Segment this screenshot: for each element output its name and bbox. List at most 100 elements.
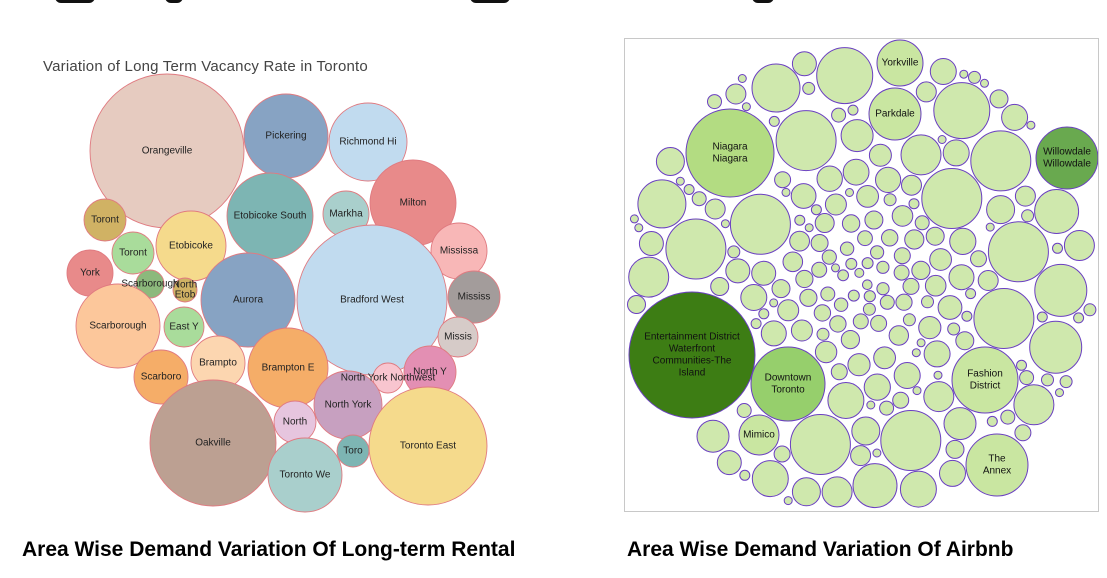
airbnb-bubble (740, 284, 768, 311)
airbnb-bubble (989, 89, 1009, 109)
airbnb-named-bubble-3 (1035, 126, 1098, 190)
airbnb-bubble (986, 415, 998, 427)
airbnb-named-bubble-6 (951, 346, 1019, 414)
airbnb-bubble (845, 257, 858, 270)
airbnb-bubble (955, 331, 975, 351)
airbnb-bubble (933, 370, 943, 380)
airbnb-bubble (710, 277, 730, 296)
airbnb-bubble (916, 338, 926, 348)
airbnb-bubble (947, 322, 961, 336)
airbnb-bubble (924, 274, 947, 297)
airbnb-bubble (857, 230, 873, 247)
airbnb-bubble (939, 459, 966, 487)
airbnb-bubble (880, 410, 942, 471)
bubble-6 (83, 198, 127, 242)
airbnb-bubble (751, 460, 789, 498)
airbnb-bubble (901, 174, 922, 196)
airbnb-bubble (912, 386, 922, 396)
airbnb-bubble (758, 308, 770, 320)
airbnb-bubble (820, 286, 836, 302)
bubble-2 (328, 102, 408, 182)
bubble-label-1: Pickering (265, 131, 306, 142)
airbnb-bubble (729, 193, 791, 255)
airbnb-bubble-label-5-1: Toronto (771, 385, 805, 396)
airbnb-bubble (900, 134, 942, 176)
bubble-label-4: Markha (329, 209, 363, 220)
airbnb-bubble-label-4-3: Island (679, 368, 706, 379)
airbnb-bubble (1000, 409, 1016, 425)
airbnb-bubble (1019, 370, 1035, 386)
airbnb-bubble (727, 245, 741, 259)
bubble-label-2: Richmond Hi (339, 137, 396, 148)
airbnb-bubble (893, 264, 910, 281)
airbnb-bubble (980, 78, 989, 88)
airbnb-bubble (1052, 242, 1063, 254)
airbnb-bubble (1014, 185, 1036, 207)
airbnb-bubble-label-6-0: Fashion (967, 369, 1003, 380)
airbnb-bubble (790, 319, 813, 342)
airbnb-bubble (1036, 311, 1048, 323)
airbnb-bubble (813, 304, 832, 322)
airbnb-bubble-label-8-1: Annex (983, 466, 1011, 477)
airbnb-bubble (628, 256, 670, 298)
airbnb-bubble (810, 234, 829, 252)
airbnb-bubble (716, 450, 742, 476)
bubble-21 (133, 349, 189, 405)
airbnb-bubble-label-8-0: The (988, 454, 1006, 465)
airbnb-bubble (959, 69, 969, 79)
bubble-15 (447, 270, 501, 324)
airbnb-bubble-label-3-0: Willowdale (1043, 147, 1091, 158)
airbnb-bubble-label-4-1: Waterfront (669, 344, 716, 355)
bubble-14 (296, 224, 448, 376)
airbnb-bubble (1034, 263, 1088, 317)
airbnb-bubble (921, 168, 983, 229)
airbnb-bubble (904, 229, 925, 250)
airbnb-bubble (949, 227, 977, 255)
airbnb-bubble (872, 448, 882, 458)
bubble-label-14: Bradford West (340, 295, 404, 306)
airbnb-bubble (883, 193, 897, 207)
airbnb-bubble (1059, 375, 1073, 389)
airbnb-bubble (814, 213, 835, 233)
airbnb-bubble (937, 295, 963, 320)
bubble-12 (172, 277, 198, 303)
bubble-label-27: Toro (343, 446, 363, 457)
airbnb-bubble (821, 476, 853, 508)
airbnb-bubble (814, 340, 838, 364)
airbnb-bubble (850, 445, 872, 467)
bubble-8 (111, 231, 155, 275)
airbnb-bubble (811, 261, 828, 278)
airbnb-bubble (870, 314, 888, 332)
airbnb-bubble (915, 81, 937, 103)
airbnb-bubble (737, 74, 747, 83)
airbnb-bubble (629, 214, 639, 224)
airbnb-bubble (987, 221, 1049, 283)
airbnb-named-bubble-2 (685, 108, 775, 198)
bubble-label-9: Mississa (440, 246, 479, 257)
airbnb-bubble (863, 290, 876, 303)
airbnb-named-bubble-4 (628, 291, 756, 419)
bubble-label-10: York (80, 268, 101, 279)
airbnb-bubble-label-4-2: Communities-The (653, 356, 732, 367)
airbnb-bubble (842, 158, 870, 186)
airbnb-bubble-label-1-0: Parkdale (875, 109, 915, 120)
airbnb-bubble (892, 391, 910, 409)
airbnb-bubble (1021, 209, 1035, 223)
airbnb-bubble (937, 135, 947, 144)
airbnb-bubble (830, 363, 848, 381)
airbnb-bubble (725, 258, 751, 284)
airbnb-bubble (895, 293, 913, 311)
bubble-label-12-1: Etob (175, 290, 196, 301)
airbnb-bubble (627, 295, 646, 314)
airbnb-bubble (870, 245, 885, 260)
airbnb-bubble (918, 316, 942, 340)
bubble-label-5: Milton (400, 198, 427, 209)
airbnb-bubble (929, 58, 957, 85)
airbnb-bubble-label-0-0: Yorkville (882, 58, 919, 69)
bubble-18 (437, 316, 479, 358)
airbnb-bubble-label-6-1: District (970, 381, 1001, 392)
airbnb-bubble (908, 198, 920, 210)
left-chart-title: Variation of Long Term Vacancy Rate in T… (43, 58, 368, 75)
airbnb-named-bubble-7 (738, 414, 780, 456)
